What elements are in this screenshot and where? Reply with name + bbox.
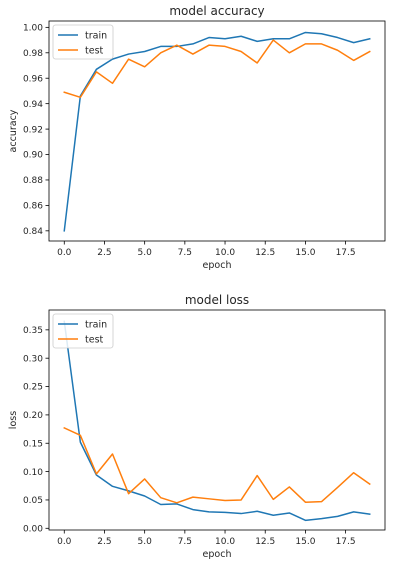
y-tick-label: 1.00 (23, 24, 43, 34)
y-axis-label: loss (8, 411, 19, 429)
axes-frame (48, 309, 386, 531)
x-tick-label: 2.5 (97, 248, 111, 258)
series-line-train (63, 31, 371, 232)
y-tick-label: 0.88 (23, 176, 43, 186)
x-axis-label: epoch (203, 549, 232, 560)
x-tick-label: 17.5 (336, 537, 356, 547)
x-tick-label: 0.0 (57, 248, 72, 258)
x-tick-label: 5.0 (137, 537, 152, 547)
y-tick-label: 0.92 (23, 125, 43, 135)
x-tick-label: 7.5 (178, 248, 192, 258)
y-tick-label: 0.05 (23, 496, 43, 506)
x-axis-label: epoch (203, 260, 232, 271)
x-tick-label: 2.5 (97, 537, 111, 547)
x-tick-label: 7.5 (178, 537, 192, 547)
x-tick-label: 17.5 (336, 248, 356, 258)
y-tick-label: 0.35 (23, 326, 43, 336)
x-tick-label: 10.0 (215, 537, 235, 547)
y-tick-label: 0.25 (23, 383, 43, 393)
y-tick-label: 0.84 (23, 227, 43, 237)
y-tick-label: 0.94 (23, 100, 43, 110)
y-tick-label: 0.00 (23, 524, 43, 534)
x-tick-label: 12.5 (255, 537, 275, 547)
series-line-test (63, 426, 371, 504)
series-group (63, 31, 371, 232)
y-tick-label: 0.10 (23, 468, 43, 478)
legend-label-test: test (85, 46, 104, 57)
y-tick-label: 0.15 (23, 439, 43, 449)
legend-label-train: train (85, 320, 107, 331)
x-tick-label: 10.0 (215, 248, 235, 258)
y-tick-label: 0.86 (23, 202, 43, 212)
x-tick-label: 0.0 (57, 537, 72, 547)
legend: train test (52, 313, 114, 349)
legend: train test (52, 24, 114, 60)
chart-title: model loss (185, 293, 249, 307)
series-line-train (63, 320, 371, 522)
y-tick-label: 0.30 (23, 354, 43, 364)
chart-panel-1: model loss 0.0 2.5 5.0 7.5 10.0 12.5 15.0 17.5 0.… (8, 293, 386, 560)
y-tick-label: 0.90 (23, 151, 43, 161)
x-tick-label: 5.0 (137, 248, 152, 258)
axes-frame (48, 20, 386, 242)
x-tick-label: 15.0 (295, 537, 315, 547)
legend-label-train: train (85, 31, 107, 42)
legend-label-test: test (85, 335, 104, 346)
chart-panel-0: model accuracy 0.0 2.5 5.0 7.5 10.0 12.5 15.0 17… (8, 4, 386, 271)
series-group (63, 320, 371, 522)
x-tick-label: 15.0 (295, 248, 315, 258)
x-tick-label: 12.5 (255, 248, 275, 258)
y-tick-label: 0.20 (23, 411, 43, 421)
series-line-test (63, 39, 371, 99)
y-tick-label: 0.98 (23, 49, 43, 59)
y-axis-label: accuracy (8, 109, 19, 152)
y-tick-label: 0.96 (23, 74, 43, 84)
chart-title: model accuracy (169, 4, 264, 18)
